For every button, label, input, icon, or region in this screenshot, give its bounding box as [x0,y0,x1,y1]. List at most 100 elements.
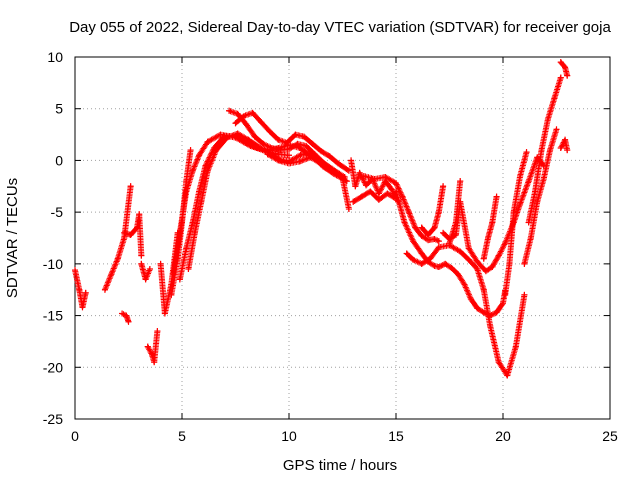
data-point [345,206,352,213]
data-point [440,183,447,190]
data-point [363,182,370,189]
series-arc-b [101,183,134,293]
data-point [283,139,290,146]
data-point [223,134,230,141]
series-arc-t [418,183,447,238]
data-point [553,126,560,133]
y-tick-label: 5 [55,101,63,117]
plot-frame [74,56,611,420]
data-point [296,158,303,165]
data-point [303,142,310,149]
data-point [410,256,417,263]
data-point [384,190,391,197]
data-point [393,180,399,187]
data-point [448,264,455,271]
data-point [557,74,564,81]
data-point [525,219,532,226]
data-point [245,136,252,143]
data-point [431,224,438,231]
data-point [431,262,438,269]
data-point [196,188,203,195]
series-arc-r [393,188,509,319]
y-tick-label: -5 [51,204,64,220]
data-point [412,224,419,231]
data-point [500,300,506,307]
data-point [311,151,318,158]
y-tick-label: -25 [43,411,63,427]
data-point [286,160,292,167]
data-point [76,286,83,293]
series-arc-q [360,172,442,245]
data-point [452,231,459,238]
x-tick-label: 0 [71,428,79,444]
series-arc-z [525,74,564,226]
data-point [196,152,203,159]
data-point [360,172,367,179]
data-point [294,140,301,147]
x-tick-label: 25 [602,428,618,444]
series-arc-j [176,132,346,283]
data-point [358,193,365,200]
data-point [187,147,194,154]
data-point [136,211,143,218]
data-point [191,229,198,236]
x-tick-label: 10 [281,428,297,444]
data-point [435,263,442,270]
data-point [564,147,571,154]
data-point [480,286,487,293]
data-point [375,196,382,203]
data-point [226,107,233,114]
y-axis-label: SDTVAR / TECUs [4,178,21,298]
data-point [335,160,342,167]
data-point [204,167,211,174]
data-point [427,255,434,262]
series-markers [418,183,447,238]
data-point [260,140,267,147]
data-point [243,139,250,146]
data-point [425,231,432,238]
data-point [557,145,564,152]
data-point [146,266,153,273]
data-point [418,224,425,231]
data-point [474,258,481,265]
data-point [510,209,517,216]
data-point [256,143,263,150]
data-point [540,176,547,183]
data-point [277,147,284,154]
data-point [127,183,134,190]
data-point [243,121,250,128]
data-point [435,209,442,216]
series-arc-v [446,178,464,247]
data-point [410,238,417,245]
data-point [138,252,145,259]
series-markers [480,193,500,262]
data-point [521,260,528,267]
data-point [286,152,292,159]
data-point [403,250,410,257]
data-point [527,235,534,241]
data-point [440,229,447,236]
series-arc-a [72,267,89,311]
data-point [495,359,502,366]
data-point [217,131,224,138]
series-arc-s [403,242,528,379]
y-tick-label: 0 [55,152,63,168]
data-point [151,359,158,366]
series-arc-d [121,211,145,259]
data-point [121,235,128,241]
data-point [157,260,164,267]
data-point [375,190,382,197]
data-point [251,133,258,140]
data-point [480,309,487,316]
data-point [213,147,220,154]
series-arc-n [264,151,352,213]
axis-ticks: 0 5 10 15 20 25 -25 -20 -15 -10 -5 0 5 10 [43,49,618,444]
data-point [534,198,541,205]
data-point [502,240,509,247]
data-point [161,310,168,317]
data-point [474,305,481,312]
data-point [564,72,571,79]
y-tick-label: -15 [43,308,63,324]
data-point [168,291,175,298]
data-point [127,231,134,238]
